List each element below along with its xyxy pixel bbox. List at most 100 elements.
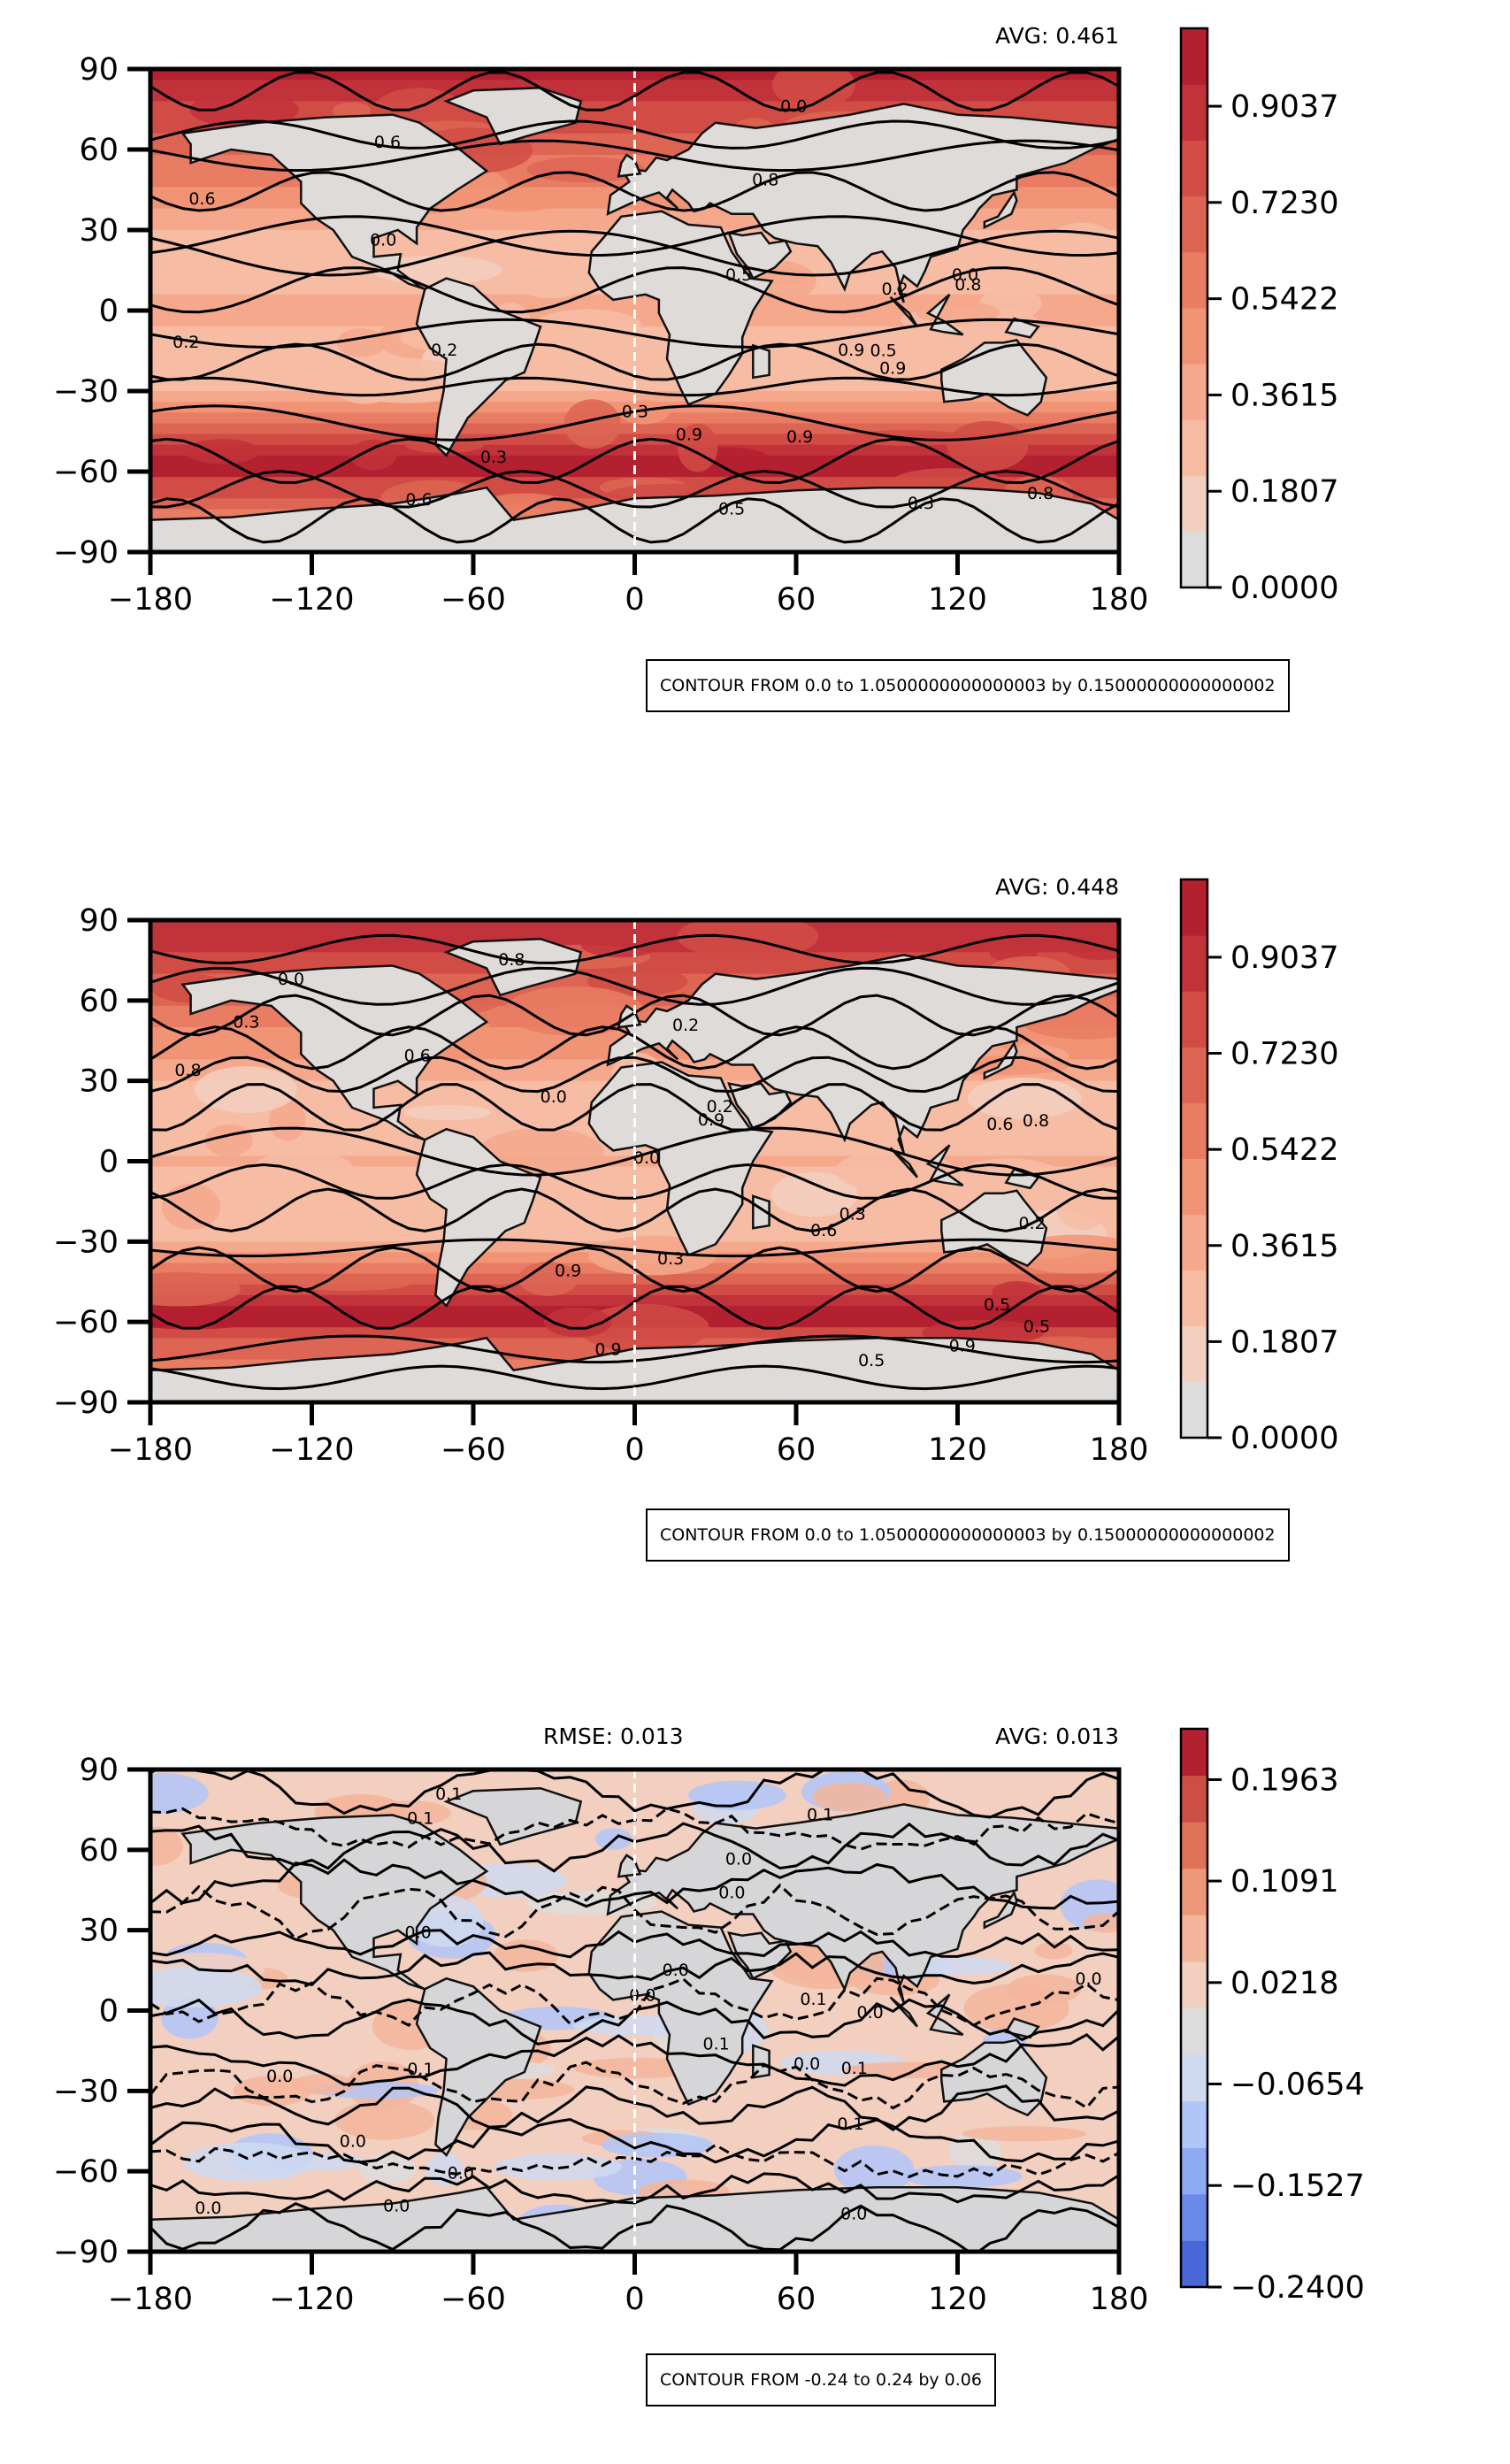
- land-outline: [180, 964, 489, 1141]
- field-blob: [334, 2099, 435, 2140]
- rmse-label: RMSE: 0.013: [543, 1723, 684, 1749]
- field-blob: [833, 2145, 915, 2194]
- contour-value-label: 0.8: [1027, 484, 1054, 503]
- contour-line: [150, 1285, 1119, 1330]
- field-blob: [403, 1104, 492, 1121]
- colorbar-swatch: [1181, 879, 1207, 936]
- contour-line: [150, 1246, 1119, 1293]
- contour-value-label: 0.0: [663, 1961, 689, 1980]
- avg-label: AVG: 0.461: [995, 23, 1119, 49]
- y-tick-label: 60: [79, 1833, 119, 1869]
- y-tick-label: 30: [79, 1914, 119, 1949]
- colorbar-swatch: [1181, 1775, 1207, 1823]
- field-blob: [580, 932, 660, 958]
- x-tick-label: 180: [1090, 582, 1149, 618]
- colorbar-tick-label: −0.0654: [1230, 2067, 1365, 2102]
- field-blob: [967, 1077, 1082, 1119]
- contour-value-label: 0.6: [986, 1115, 1013, 1134]
- y-tick-label: 60: [79, 984, 119, 1019]
- contour-value-label: 0.6: [188, 189, 215, 209]
- x-tick-label: −120: [269, 1432, 354, 1468]
- colorbar-swatch: [1181, 1381, 1207, 1439]
- y-tick-label: 90: [79, 903, 119, 939]
- contour-line: [150, 1883, 1119, 1941]
- colorbar: −0.2400 −0.1527 −0.0654 0.0218 0.1091 0.1963: [1179, 1727, 1365, 2306]
- contour-value-label: 0.8: [1023, 1111, 1049, 1131]
- land-outline: [889, 296, 918, 328]
- y-tick-label: −90: [53, 1386, 119, 1421]
- x-tick-label: −180: [108, 582, 193, 618]
- colorbar-swatch: [1181, 2100, 1207, 2148]
- contour-value-label: 0.0: [266, 2067, 293, 2086]
- colorbar-frame: [1179, 878, 1209, 1439]
- contour-value-label: 0.2: [881, 280, 908, 299]
- contour-value-label: 0.1: [407, 1808, 433, 1828]
- field-blob: [482, 196, 555, 212]
- field-blob: [289, 1276, 411, 1291]
- field-blob: [349, 439, 397, 471]
- field-blob: [336, 328, 387, 357]
- contour-value-label: 0.2: [431, 341, 457, 360]
- colorbar-swatch: [1181, 2054, 1207, 2102]
- field-blob: [962, 2126, 1087, 2142]
- field-blob: [618, 400, 670, 425]
- land-outline: [727, 231, 793, 280]
- land-outline: [983, 1040, 1018, 1080]
- colorbar-swatch: [1181, 308, 1207, 365]
- field-blob: [687, 1780, 786, 1810]
- contour-value-label: 0.9: [676, 425, 702, 444]
- contour-value-label: 0.9: [786, 427, 813, 447]
- field-blob: [586, 967, 688, 996]
- land-outline: [443, 86, 583, 146]
- colorbar-tick-label: 0.7230: [1230, 186, 1338, 221]
- map-panel-1: 0.9 0.8 0.6 0.5 0.3 0.2 0.0 0.9 0.8 0.6 0.5 0.3 0.2 0…: [53, 27, 1338, 618]
- contour-value-label: 0.2: [707, 1097, 733, 1117]
- colorbar-tick-label: 0.9037: [1230, 940, 1338, 976]
- contour-value-label: 0.1: [435, 1785, 462, 1804]
- x-tick-label: 60: [777, 582, 816, 618]
- contour-value-label: 0.0: [840, 2205, 867, 2224]
- field-blob: [150, 1826, 184, 1866]
- contour-value-label: 0.0: [540, 1087, 567, 1107]
- colorbar-swatch: [1181, 1822, 1207, 1869]
- x-tick-label: −60: [441, 582, 506, 618]
- contour-line: [150, 1187, 1119, 1232]
- colorbar-swatch: [1181, 2007, 1207, 2055]
- colorbar-swatch: [1181, 1214, 1207, 1271]
- y-tick-label: 0: [99, 1145, 119, 1180]
- contour-value-label: 0.0: [718, 1883, 745, 1902]
- field-blob: [150, 1904, 195, 1935]
- x-tick-label: −60: [441, 1432, 506, 1468]
- contour-value-label: 0.9: [698, 1110, 724, 1130]
- colorbar-tick-label: −0.1527: [1230, 2168, 1365, 2204]
- contour-line: [150, 1998, 1119, 2046]
- field-blob: [1061, 927, 1119, 961]
- colorbar-tick-label: 0.5422: [1230, 282, 1338, 318]
- contour-value-label: 0.5: [858, 1351, 885, 1370]
- colorbar-tick-label: 0.1807: [1230, 1324, 1338, 1360]
- colorbar-tick-label: 0.7230: [1230, 1037, 1338, 1072]
- x-tick-label: 60: [777, 2282, 816, 2317]
- colorbar-tick-label: 0.3615: [1230, 378, 1338, 413]
- map-plot-area: 0.9 0.8 0.6 0.5 0.3 0.2 0.0 0.9 0.8 0.6 0.5 0.3 0.2 0…: [150, 69, 1119, 552]
- colorbar-swatch: [1181, 1325, 1207, 1383]
- land-outline: [443, 1786, 583, 1846]
- y-tick-label: −60: [53, 2154, 119, 2190]
- y-tick-label: 90: [79, 52, 119, 88]
- y-tick-label: −30: [53, 2074, 119, 2109]
- colorbar: 0.0000 0.1807 0.3615 0.5422 0.7230 0.9037: [1179, 27, 1338, 606]
- y-tick-label: −90: [53, 2235, 119, 2270]
- field-blob: [291, 2074, 356, 2095]
- contour-value-label: 0.0: [1075, 1969, 1101, 1989]
- contour-value-label: 0.2: [172, 333, 199, 352]
- land-outline: [889, 1147, 918, 1178]
- land-outline: [752, 343, 770, 380]
- contour-line: [150, 1126, 1119, 1177]
- colorbar-swatch: [1181, 2193, 1207, 2241]
- land-outline: [150, 1336, 1119, 1402]
- field-blob: [161, 1997, 218, 2039]
- land-outline: [180, 1814, 489, 1991]
- contour-line: [150, 1858, 1119, 1910]
- colorbar-swatch: [1181, 2240, 1207, 2288]
- contour-value-label: 0.0: [857, 2003, 884, 2023]
